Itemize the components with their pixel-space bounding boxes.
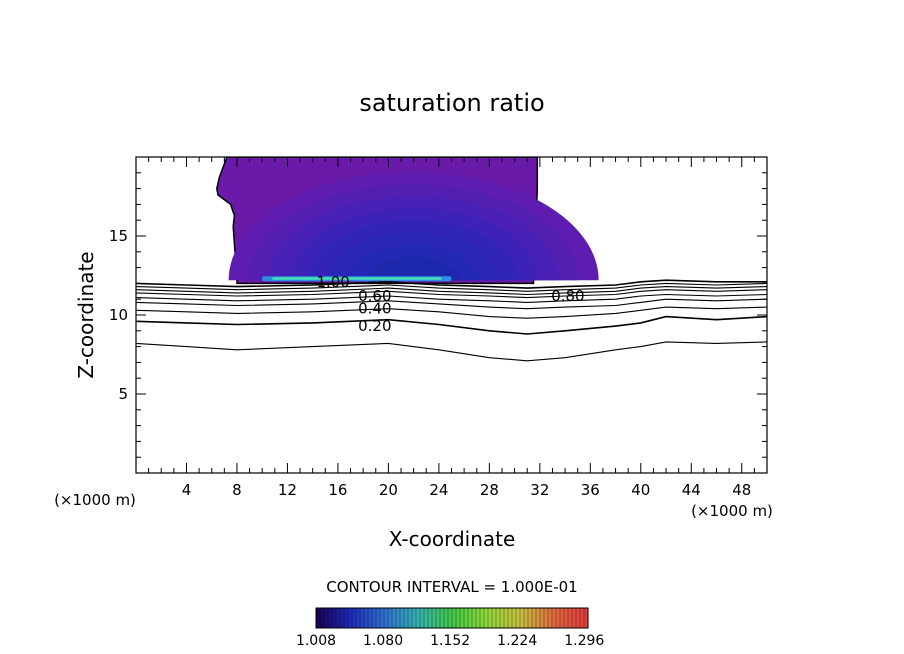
colorbar-frame	[315, 607, 589, 629]
contour-label: 0.20	[358, 317, 391, 335]
x-tick-label: 8	[232, 481, 242, 499]
x-tick-label: 28	[480, 481, 499, 499]
y-tick-label: 15	[109, 227, 128, 245]
colorbar-tick-label: 1.008	[296, 633, 336, 649]
x-axis-label: X-coordinate	[389, 527, 516, 551]
colorbar-tick-label: 1.080	[363, 633, 403, 649]
contour-interval-label: CONTOUR INTERVAL = 1.000E-01	[326, 578, 577, 596]
x-tick-label: 20	[379, 481, 398, 499]
x-tick-label: 16	[328, 481, 347, 499]
x-tick-label: 44	[682, 481, 701, 499]
contour-line-0.8	[136, 282, 767, 292]
contour-label: 0.40	[358, 300, 391, 318]
contour-label: 1.00	[316, 273, 349, 291]
contour-line-0.5	[136, 293, 767, 303]
colorbar-tick-label: 1.152	[430, 633, 470, 649]
x-tick-label: 48	[732, 481, 751, 499]
contour-line-0.9	[136, 279, 767, 289]
colorbar-tick-label: 1.224	[497, 633, 537, 649]
colorbar-tick-label: 1.296	[564, 633, 604, 649]
contour-line-0.3	[136, 306, 767, 319]
colorbar-tick-labels: 1.008 1.080 1.152 1.224 1.296	[296, 633, 604, 649]
x-tick-label: 40	[631, 481, 650, 499]
contour-line-0.6	[136, 289, 767, 299]
plot-area	[136, 157, 767, 362]
saturation-fill-region	[216, 157, 599, 285]
x-tick-label: 32	[530, 481, 549, 499]
fill-shade-band	[368, 256, 459, 281]
x-tick-label: 12	[278, 481, 297, 499]
contour-label: 0.80	[551, 287, 584, 305]
chart-title: saturation ratio	[359, 89, 544, 117]
contour-line-0.1	[136, 341, 767, 362]
y-tick-label: 5	[118, 385, 128, 403]
x-unit-right: (×1000 m)	[691, 502, 773, 520]
x-axis-ticks: 4 8 12 16 20 24 28 32 36 40 44 48	[148, 157, 755, 499]
fill-peak-core	[272, 277, 442, 280]
x-tick-label: 24	[429, 481, 448, 499]
contour-labels: 1.00 0.80 0.600.400.20	[316, 273, 584, 335]
contour-line-0.4	[136, 298, 767, 310]
x-tick-label: 4	[182, 481, 192, 499]
x-tick-label: 36	[581, 481, 600, 499]
y-tick-label: 10	[109, 306, 128, 324]
colorbar	[315, 607, 589, 629]
contour-label: 0.60	[358, 287, 391, 305]
x-unit-left: (×1000 m)	[54, 491, 136, 509]
y-axis-ticks: 5 10 15	[109, 172, 767, 458]
contour-line-0.2	[136, 315, 767, 335]
contour-line-0.7	[136, 286, 767, 296]
y-axis-label: Z-coordinate	[74, 251, 98, 378]
contour-lines	[136, 279, 767, 362]
